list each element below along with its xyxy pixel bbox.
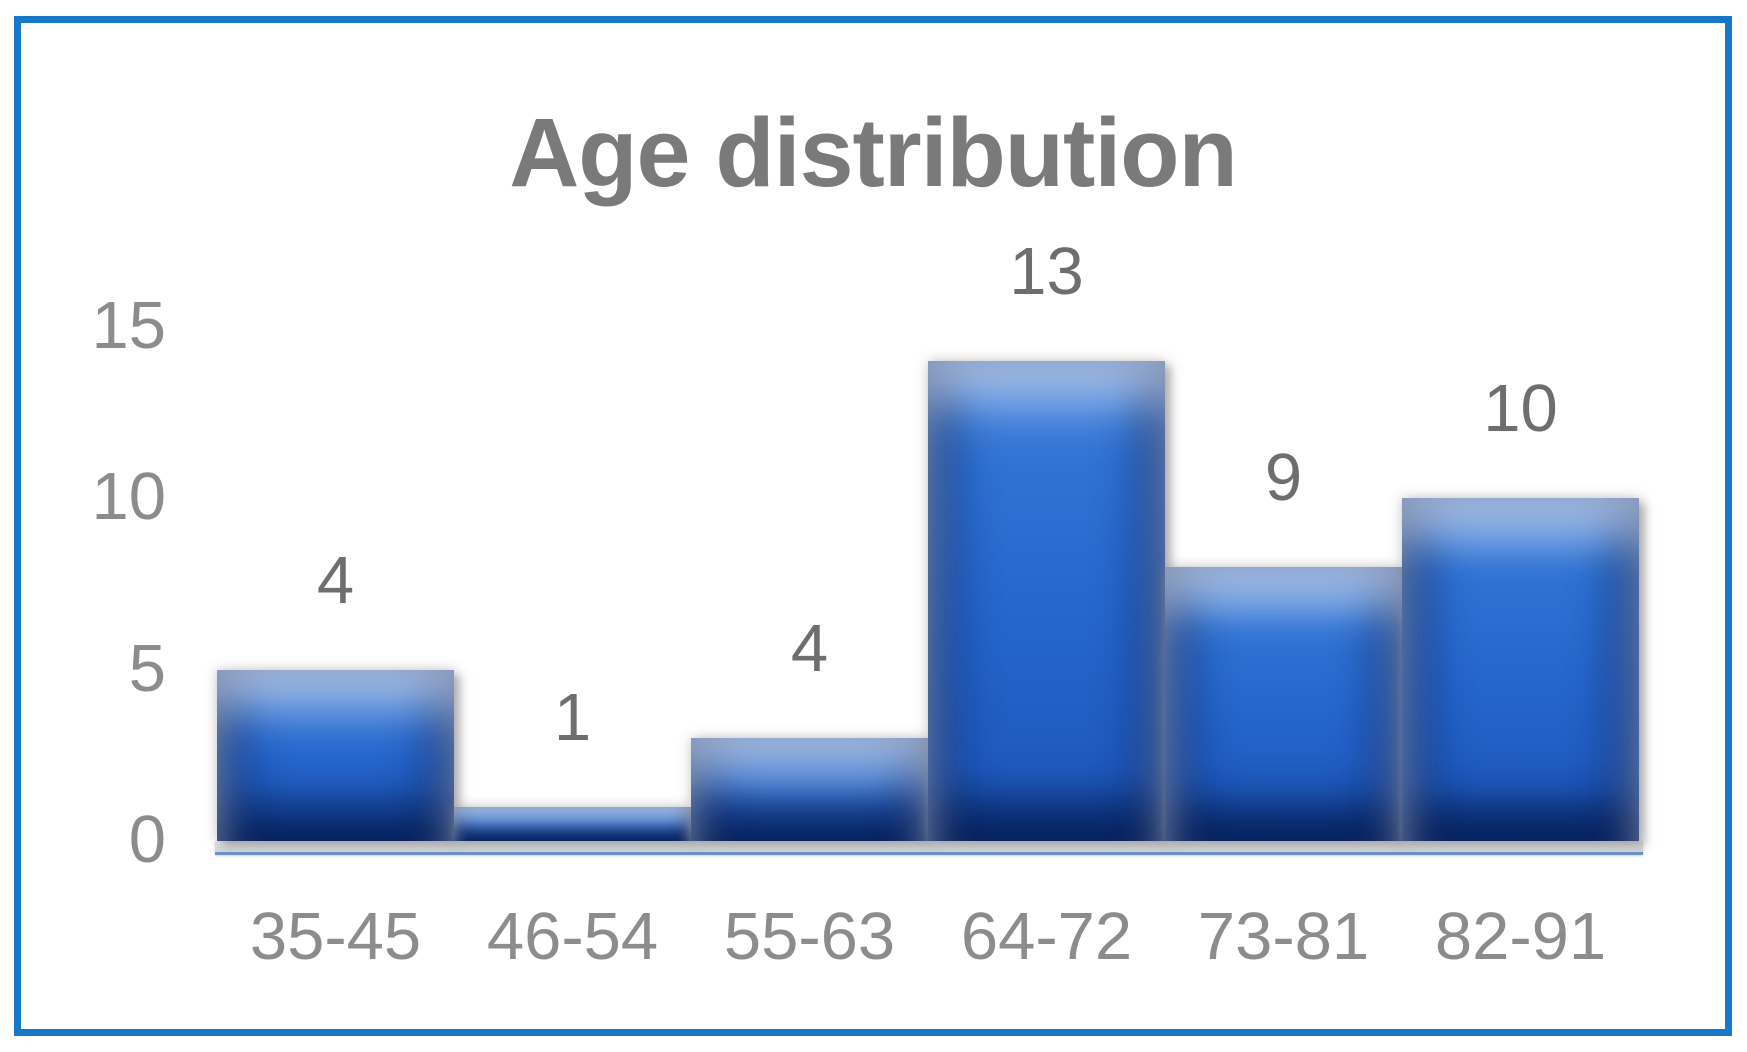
chart-area: Age distribution 4 35-45 1 46-54 4 55-63 13 64-… [21,23,1725,1029]
x-axis-category-label-64-72: 64-72 [960,899,1133,974]
bar-73-81 [1165,567,1402,841]
data-label-46-54: 1 [553,680,592,755]
data-label-73-81: 9 [1264,440,1303,515]
y-axis-tick-label-10: 10 [91,459,166,534]
chart-frame: Age distribution 4 35-45 1 46-54 4 55-63 13 64-… [14,16,1732,1036]
x-axis-category-label-35-45: 35-45 [249,899,422,974]
y-axis-tick-label-0: 0 [128,802,166,877]
data-label-64-72: 13 [1009,234,1084,309]
x-axis-category-label-73-81: 73-81 [1197,899,1370,974]
data-label-82-91: 10 [1483,371,1558,446]
bar-82-91 [1402,498,1639,841]
data-label-55-63: 4 [790,611,829,686]
data-label-35-45: 4 [316,543,355,618]
bar-55-63 [691,738,928,841]
y-axis-tick-label-15: 15 [91,288,166,363]
x-axis-category-label-82-91: 82-91 [1434,899,1607,974]
bar-64-72 [928,361,1165,841]
bar-35-45 [217,670,454,841]
x-axis-category-label-55-63: 55-63 [723,899,896,974]
bar-46-54 [454,807,691,841]
y-axis-tick-label-5: 5 [128,631,166,706]
x-axis-category-label-46-54: 46-54 [486,899,659,974]
chart-title: Age distribution [509,98,1238,207]
baseline-floor [215,841,1643,855]
